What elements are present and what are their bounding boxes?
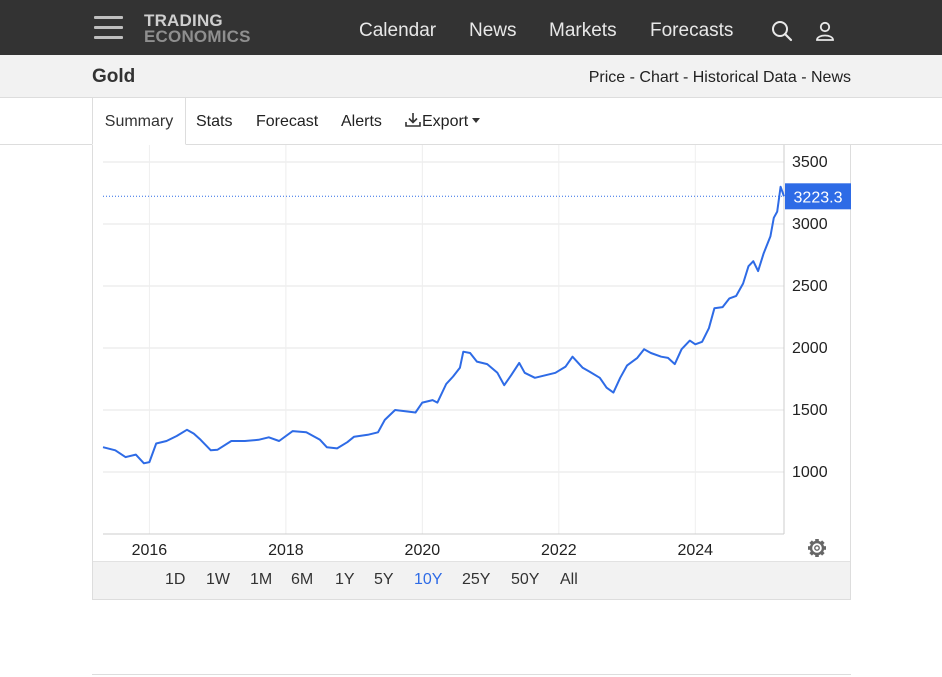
- x-tick-label: 2018: [268, 542, 304, 559]
- tab-stats[interactable]: Stats: [196, 113, 233, 130]
- range-1d[interactable]: 1D: [165, 571, 186, 588]
- last-value-badge: [785, 183, 851, 210]
- logo-line-1: TRADING: [144, 11, 223, 30]
- tab-forecast[interactable]: Forecast: [256, 113, 319, 130]
- y-tick-label: 3500: [792, 154, 828, 171]
- page-subtitle: Price - Chart - Historical Data - News: [588, 69, 851, 86]
- y-tick-label: 1000: [792, 464, 828, 481]
- tab-summary[interactable]: Summary: [92, 98, 186, 145]
- x-tick-label: 2020: [405, 542, 441, 559]
- export-label: Export: [422, 113, 469, 130]
- range-1m[interactable]: 1M: [250, 571, 273, 588]
- gear-icon[interactable]: [808, 539, 826, 557]
- chart-panel: 1000 1500 2000 2500 3000 3500 2016 2018 2020 2022…: [92, 145, 851, 600]
- nav-link-calendar[interactable]: Calendar: [359, 20, 437, 41]
- y-tick-label: 1500: [792, 402, 828, 419]
- range-6m[interactable]: 6M: [291, 571, 314, 588]
- search-icon[interactable]: [771, 20, 793, 47]
- title-bar: Gold Price - Chart - Historical Data - N…: [0, 55, 942, 98]
- x-tick-label: 2016: [132, 542, 168, 559]
- tab-bar: Summary Stats Forecast Alerts Export: [0, 98, 942, 145]
- logo-line-2: ECONOMICS: [144, 27, 251, 46]
- range-50y[interactable]: 50Y: [511, 571, 540, 588]
- x-tick-label: 2022: [541, 542, 577, 559]
- top-navigation-bar: TRADING ECONOMICS Calendar News Markets …: [0, 0, 942, 55]
- price-series-line: [102, 185, 785, 465]
- chevron-down-icon: [472, 118, 481, 124]
- nav-link-news[interactable]: News: [469, 20, 517, 41]
- range-5y[interactable]: 5Y: [374, 571, 394, 588]
- export-dropdown[interactable]: Export: [404, 98, 481, 145]
- price-chart[interactable]: 1000 1500 2000 2500 3000 3500 2016 2018 2020 2022…: [93, 145, 852, 561]
- range-1y[interactable]: 1Y: [335, 571, 355, 588]
- section-divider: [92, 674, 851, 677]
- user-icon[interactable]: [815, 21, 835, 46]
- download-icon: [405, 113, 421, 127]
- y-tick-label: 2000: [792, 340, 828, 357]
- y-tick-label: 2500: [792, 278, 828, 295]
- range-1w[interactable]: 1W: [206, 571, 230, 588]
- range-25y[interactable]: 25Y: [462, 571, 491, 588]
- logo[interactable]: TRADING ECONOMICS: [144, 11, 251, 46]
- menu-icon[interactable]: [94, 16, 123, 40]
- range-selector: 1D 1W 1M 6M 1Y 5Y 10Y 25Y 50Y All: [93, 561, 850, 599]
- range-10y[interactable]: 10Y: [414, 571, 443, 588]
- tab-alerts[interactable]: Alerts: [341, 113, 382, 130]
- x-tick-label: 2024: [677, 542, 713, 559]
- nav-link-markets[interactable]: Markets: [549, 20, 617, 41]
- y-tick-label: 3000: [792, 216, 828, 233]
- nav-link-forecasts[interactable]: Forecasts: [650, 20, 734, 41]
- range-all[interactable]: All: [560, 571, 578, 588]
- page-title: Gold: [92, 66, 136, 87]
- last-value-label: 3223.3: [794, 189, 843, 206]
